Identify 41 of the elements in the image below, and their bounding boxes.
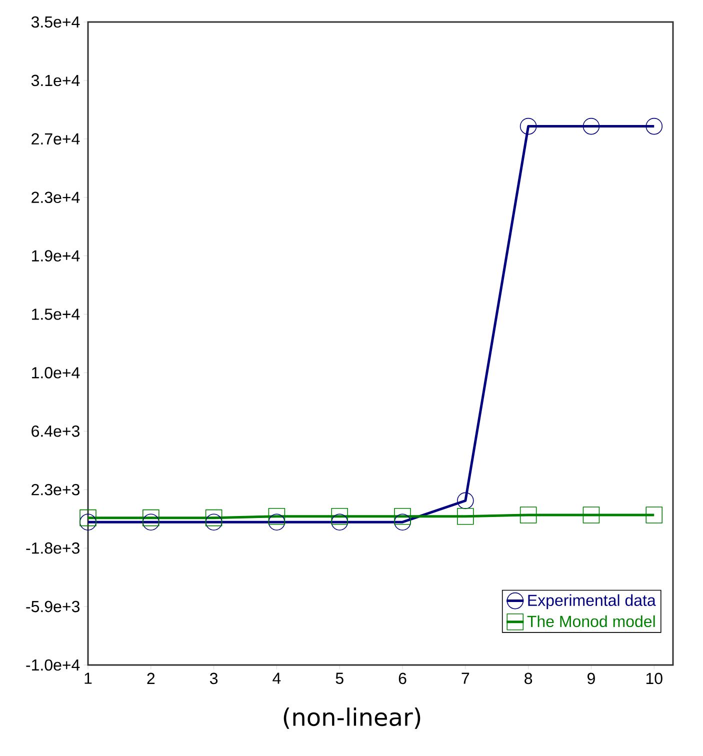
x-tick-label: 4 xyxy=(272,672,281,684)
x-tick-label: 3 xyxy=(210,672,218,684)
point xyxy=(394,508,411,525)
y-tick-label: 2.7e+4 xyxy=(32,133,80,145)
x-tick-label: 2 xyxy=(147,672,155,684)
point xyxy=(582,118,600,135)
point xyxy=(520,506,537,524)
x-tick-label: 10 xyxy=(646,672,662,684)
point xyxy=(268,514,286,531)
point xyxy=(205,509,222,526)
y-tick-label: 1.0e+4 xyxy=(32,367,80,378)
x-tick-label: 6 xyxy=(398,672,406,684)
y-tick-label: 3.5e+4 xyxy=(31,16,80,28)
y-tick-label: 1.5e+4 xyxy=(32,308,80,320)
point xyxy=(142,509,160,526)
point xyxy=(80,509,96,526)
point xyxy=(646,506,663,524)
y-tick-label: 2.3e+3 xyxy=(32,484,80,496)
point xyxy=(331,508,348,525)
legend-label: The Monod model xyxy=(527,615,655,628)
y-tick-label: -1.0e+4 xyxy=(26,659,80,671)
x-tick-label: 7 xyxy=(462,672,470,684)
x-tick-label: 1 xyxy=(84,672,92,684)
y-tick-label: 6.4e+3 xyxy=(32,426,80,437)
point xyxy=(457,508,474,525)
x-tick-label: 5 xyxy=(336,672,344,684)
y-tick-label: 2.3e+4 xyxy=(32,192,80,204)
point xyxy=(520,118,537,135)
x-tick-label: 8 xyxy=(524,672,532,684)
y-tick-label: 3.1e+4 xyxy=(31,74,80,86)
point xyxy=(205,514,222,531)
point xyxy=(268,508,286,525)
point xyxy=(646,118,663,135)
point xyxy=(457,492,474,510)
y-tick-label: -1.8e+3 xyxy=(26,542,80,554)
legend-label: Experimental data xyxy=(528,594,656,610)
x-tick-label: 9 xyxy=(588,672,595,684)
y-tick-label: 1.9e+4 xyxy=(32,250,80,262)
point xyxy=(582,506,600,524)
text: (non-linear) xyxy=(284,708,420,729)
y-tick-label: -5.9e+3 xyxy=(26,600,80,612)
